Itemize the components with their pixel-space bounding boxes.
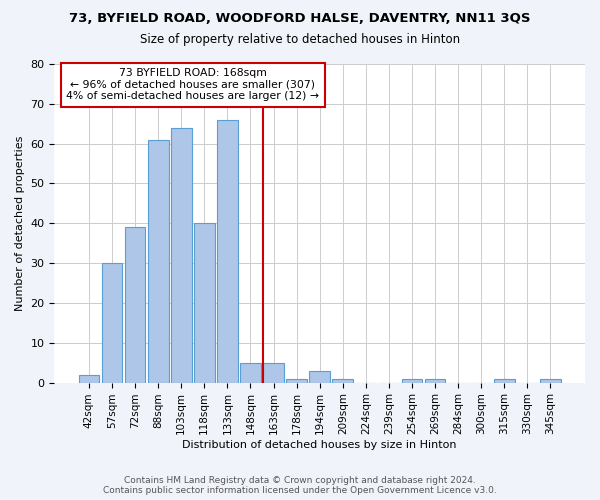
X-axis label: Distribution of detached houses by size in Hinton: Distribution of detached houses by size … [182,440,457,450]
Bar [286,378,307,382]
Bar [79,374,99,382]
Bar [332,378,353,382]
Bar [494,378,515,382]
Bar [425,378,445,382]
Bar [217,120,238,382]
Text: 73, BYFIELD ROAD, WOODFORD HALSE, DAVENTRY, NN11 3QS: 73, BYFIELD ROAD, WOODFORD HALSE, DAVENT… [69,12,531,26]
Text: Size of property relative to detached houses in Hinton: Size of property relative to detached ho… [140,32,460,46]
Y-axis label: Number of detached properties: Number of detached properties [15,136,25,311]
Bar [171,128,191,382]
Bar [125,228,145,382]
Bar [310,370,330,382]
Bar [240,362,261,382]
Bar [540,378,561,382]
Bar [101,263,122,382]
Bar [263,362,284,382]
Bar [401,378,422,382]
Bar [194,224,215,382]
Text: Contains HM Land Registry data © Crown copyright and database right 2024.
Contai: Contains HM Land Registry data © Crown c… [103,476,497,495]
Text: 73 BYFIELD ROAD: 168sqm
← 96% of detached houses are smaller (307)
4% of semi-de: 73 BYFIELD ROAD: 168sqm ← 96% of detache… [66,68,319,101]
Bar [148,140,169,382]
